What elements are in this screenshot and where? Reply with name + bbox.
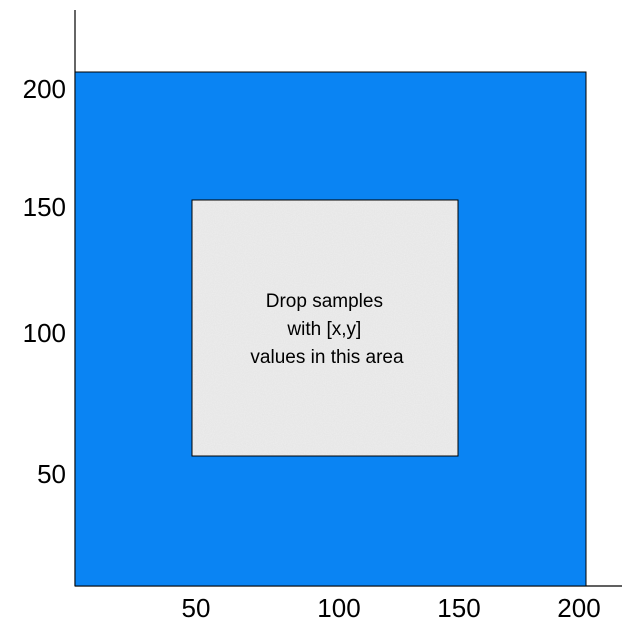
y-tick-label-50: 50	[37, 459, 66, 489]
y-tick-label-150: 150	[23, 192, 66, 222]
x-tick-label-150: 150	[437, 593, 480, 620]
svg-text:Drop samples with [x,y]: Drop samples with [x,y] values in this a…	[250, 291, 404, 368]
drop-zone-label-line-1: Drop samples	[266, 291, 383, 312]
drop-zone-texture	[193, 201, 457, 455]
y-tick-label-100: 100	[23, 318, 66, 348]
drop-zone-label-line-2: with [x,y]	[286, 319, 361, 340]
y-tick-label-200: 200	[23, 74, 66, 104]
drop-zone[interactable]: Drop samples with [x,y] values in this a…	[191, 199, 459, 457]
x-tick-label-100: 100	[317, 593, 360, 620]
x-tick-label-200: 200	[557, 593, 600, 620]
x-tick-label-50: 50	[182, 593, 211, 620]
drop-zone-label-line-3: values in this area	[250, 347, 404, 368]
